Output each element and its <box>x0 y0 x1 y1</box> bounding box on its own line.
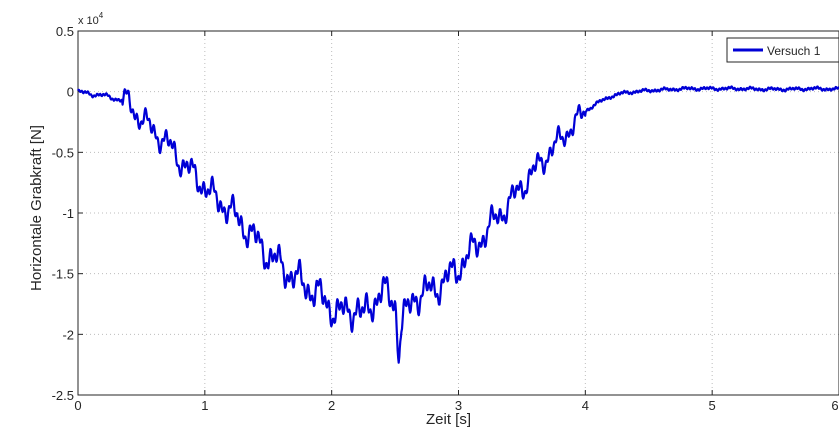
y-tick-label: -1.5 <box>52 267 74 282</box>
series-line-versuch-1 <box>77 85 839 364</box>
x-tick-labels: 0 1 2 3 4 5 6 <box>74 398 838 413</box>
y-tick-label: 0.5 <box>56 24 74 39</box>
y-tick-label: -2 <box>62 327 74 342</box>
x-tick-label: 0 <box>74 398 81 413</box>
x-tick-label: 6 <box>831 398 838 413</box>
y-tick-labels: 0.5 0 -0.5 -1 -1.5 -2 -2.5 <box>52 24 74 403</box>
x-axis-label: Zeit [s] <box>426 411 471 428</box>
series-group <box>77 85 839 364</box>
y-tick-label: -1 <box>62 206 74 221</box>
x-tick-label: 3 <box>455 398 462 413</box>
y-tick-label: -0.5 <box>52 145 74 160</box>
x-tick-label: 4 <box>582 398 589 413</box>
legend-label-versuch-1: Versuch 1 <box>767 44 821 58</box>
y-axis-label: Horizontale Grabkraft [N] <box>28 125 45 291</box>
x-tick-label: 2 <box>328 398 335 413</box>
x-tick-label: 1 <box>201 398 208 413</box>
legend: Versuch 1 <box>726 37 839 63</box>
y-tick-label: -2.5 <box>52 388 74 403</box>
y-tick-label: 0 <box>67 85 74 100</box>
grid <box>78 31 839 395</box>
y-exponent-label: x 104 <box>78 11 104 27</box>
x-tick-label: 5 <box>709 398 716 413</box>
